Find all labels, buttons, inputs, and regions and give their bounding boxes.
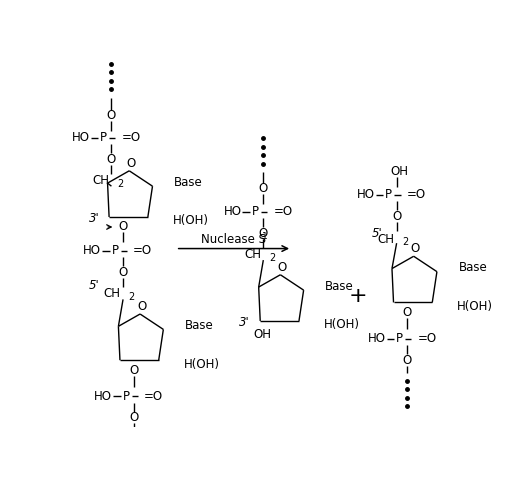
Text: Base: Base xyxy=(459,261,487,274)
Text: H(OH): H(OH) xyxy=(324,318,360,331)
Text: CH: CH xyxy=(92,174,109,187)
Text: 2: 2 xyxy=(117,179,123,189)
Text: H(OH): H(OH) xyxy=(173,215,209,228)
Text: Base: Base xyxy=(174,176,203,189)
Text: =O: =O xyxy=(407,188,426,201)
Text: 3': 3' xyxy=(239,316,249,329)
Text: O: O xyxy=(277,261,286,274)
Text: 2: 2 xyxy=(128,292,135,302)
Text: HO: HO xyxy=(368,332,386,345)
Text: O: O xyxy=(129,411,138,424)
Text: O: O xyxy=(137,300,147,313)
Text: O: O xyxy=(126,156,135,169)
Text: HO: HO xyxy=(83,244,101,257)
Text: =O: =O xyxy=(273,205,293,218)
Text: CH: CH xyxy=(377,233,394,246)
Text: CH: CH xyxy=(244,248,261,261)
Text: O: O xyxy=(107,153,116,166)
Text: P: P xyxy=(123,390,130,403)
Text: P: P xyxy=(100,131,107,144)
Text: +: + xyxy=(349,286,367,306)
Text: O: O xyxy=(119,220,128,233)
Text: 2: 2 xyxy=(269,253,275,263)
Text: 5': 5' xyxy=(372,227,383,240)
Text: CH: CH xyxy=(104,288,121,300)
Text: =O: =O xyxy=(144,390,163,403)
Text: H(OH): H(OH) xyxy=(457,300,493,313)
Text: HO: HO xyxy=(357,188,375,201)
Text: HO: HO xyxy=(224,205,242,218)
Text: HO: HO xyxy=(71,131,90,144)
Text: Base: Base xyxy=(325,280,354,293)
Text: 5': 5' xyxy=(89,279,100,292)
Text: H(OH): H(OH) xyxy=(184,358,220,371)
Text: =O: =O xyxy=(122,131,140,144)
Text: O: O xyxy=(392,210,401,223)
Text: Nuclease S: Nuclease S xyxy=(201,233,266,246)
Text: P: P xyxy=(252,205,259,218)
Text: O: O xyxy=(411,242,420,255)
Text: O: O xyxy=(403,354,412,367)
Text: P: P xyxy=(385,188,392,201)
Text: =O: =O xyxy=(418,332,437,345)
Text: P: P xyxy=(112,244,119,257)
Text: HO: HO xyxy=(94,390,112,403)
Text: OH: OH xyxy=(390,165,408,178)
Text: OH: OH xyxy=(254,328,272,341)
Text: O: O xyxy=(119,266,128,279)
Text: 1: 1 xyxy=(262,232,268,241)
Text: =O: =O xyxy=(133,244,152,257)
Text: O: O xyxy=(259,227,268,240)
Text: O: O xyxy=(129,364,138,377)
Text: O: O xyxy=(403,306,412,319)
Text: 2: 2 xyxy=(402,238,408,247)
Text: P: P xyxy=(396,332,403,345)
Text: 3': 3' xyxy=(89,212,100,225)
Text: Base: Base xyxy=(185,319,214,332)
Text: O: O xyxy=(259,182,268,195)
Text: O: O xyxy=(107,109,116,122)
